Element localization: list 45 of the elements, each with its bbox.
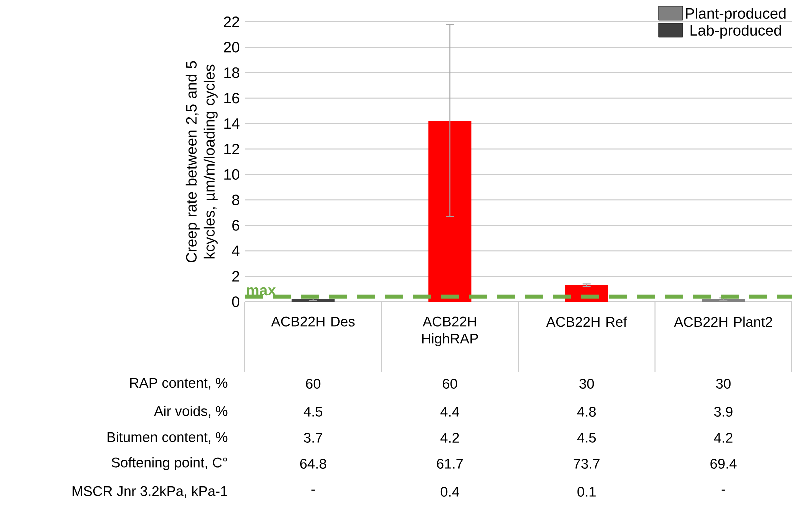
text: - [312,490,316,491]
x-tick-label: ACB22H Plant2 [674,316,772,328]
text: 4.2 [440,433,460,443]
text: 4.5 [577,433,596,443]
text: 4.4 [440,407,460,417]
text: - [722,490,726,491]
y-axis-title: Creep rate between 2,5 and 5 kcycles, µm/m/loading cycles [186,61,218,263]
y-tick-label: 12 [224,144,240,154]
y-tick-label: 0 [232,296,240,308]
text: 60 [306,379,321,389]
text: 64.8 [300,459,326,469]
text: 73.7 [574,459,600,469]
text: 3.7 [304,433,322,443]
ref-line-label: max [247,287,276,296]
y-tick-label: 22 [224,16,240,28]
text: Bitumen content, % [108,432,228,444]
y-tick-label: 4 [232,246,240,256]
text: Softening point, C° [112,457,228,471]
text: 30 [580,379,594,389]
text: Air voids, % [154,406,228,418]
y-tick-label: 18 [224,68,240,78]
text: 4.2 [714,433,733,443]
y-tick-label: 8 [232,194,240,206]
text: 0.1 [578,487,596,497]
x-tick-label: ACB22H Des [271,316,355,327]
text: MSCR Jnr 3.2kPa, kPa-1 [72,486,228,498]
y-tick-label: 2 [232,271,240,282]
text: 30 [716,379,731,389]
text: 4.8 [577,407,596,417]
x-tick-label: ACB22H Ref [546,316,628,328]
y-tick-label: 16 [224,93,240,104]
y-tick-label: 14 [224,118,240,129]
text: 61.7 [437,459,464,469]
text: 4.5 [304,407,323,417]
x-tick-label: ACB22H HighRAP [422,316,478,347]
legend-label: Plant-produced [686,8,786,22]
text: RAP content, % [130,378,228,390]
text: 0.4 [440,487,460,497]
legend-label: Lab-produced [690,24,782,39]
text: 69.4 [710,459,737,469]
text: 60 [443,379,458,389]
y-tick-label: 20 [224,42,240,53]
text: 3.9 [714,407,733,417]
y-tick-label: 10 [224,169,240,180]
y-tick-label: 6 [232,220,240,231]
